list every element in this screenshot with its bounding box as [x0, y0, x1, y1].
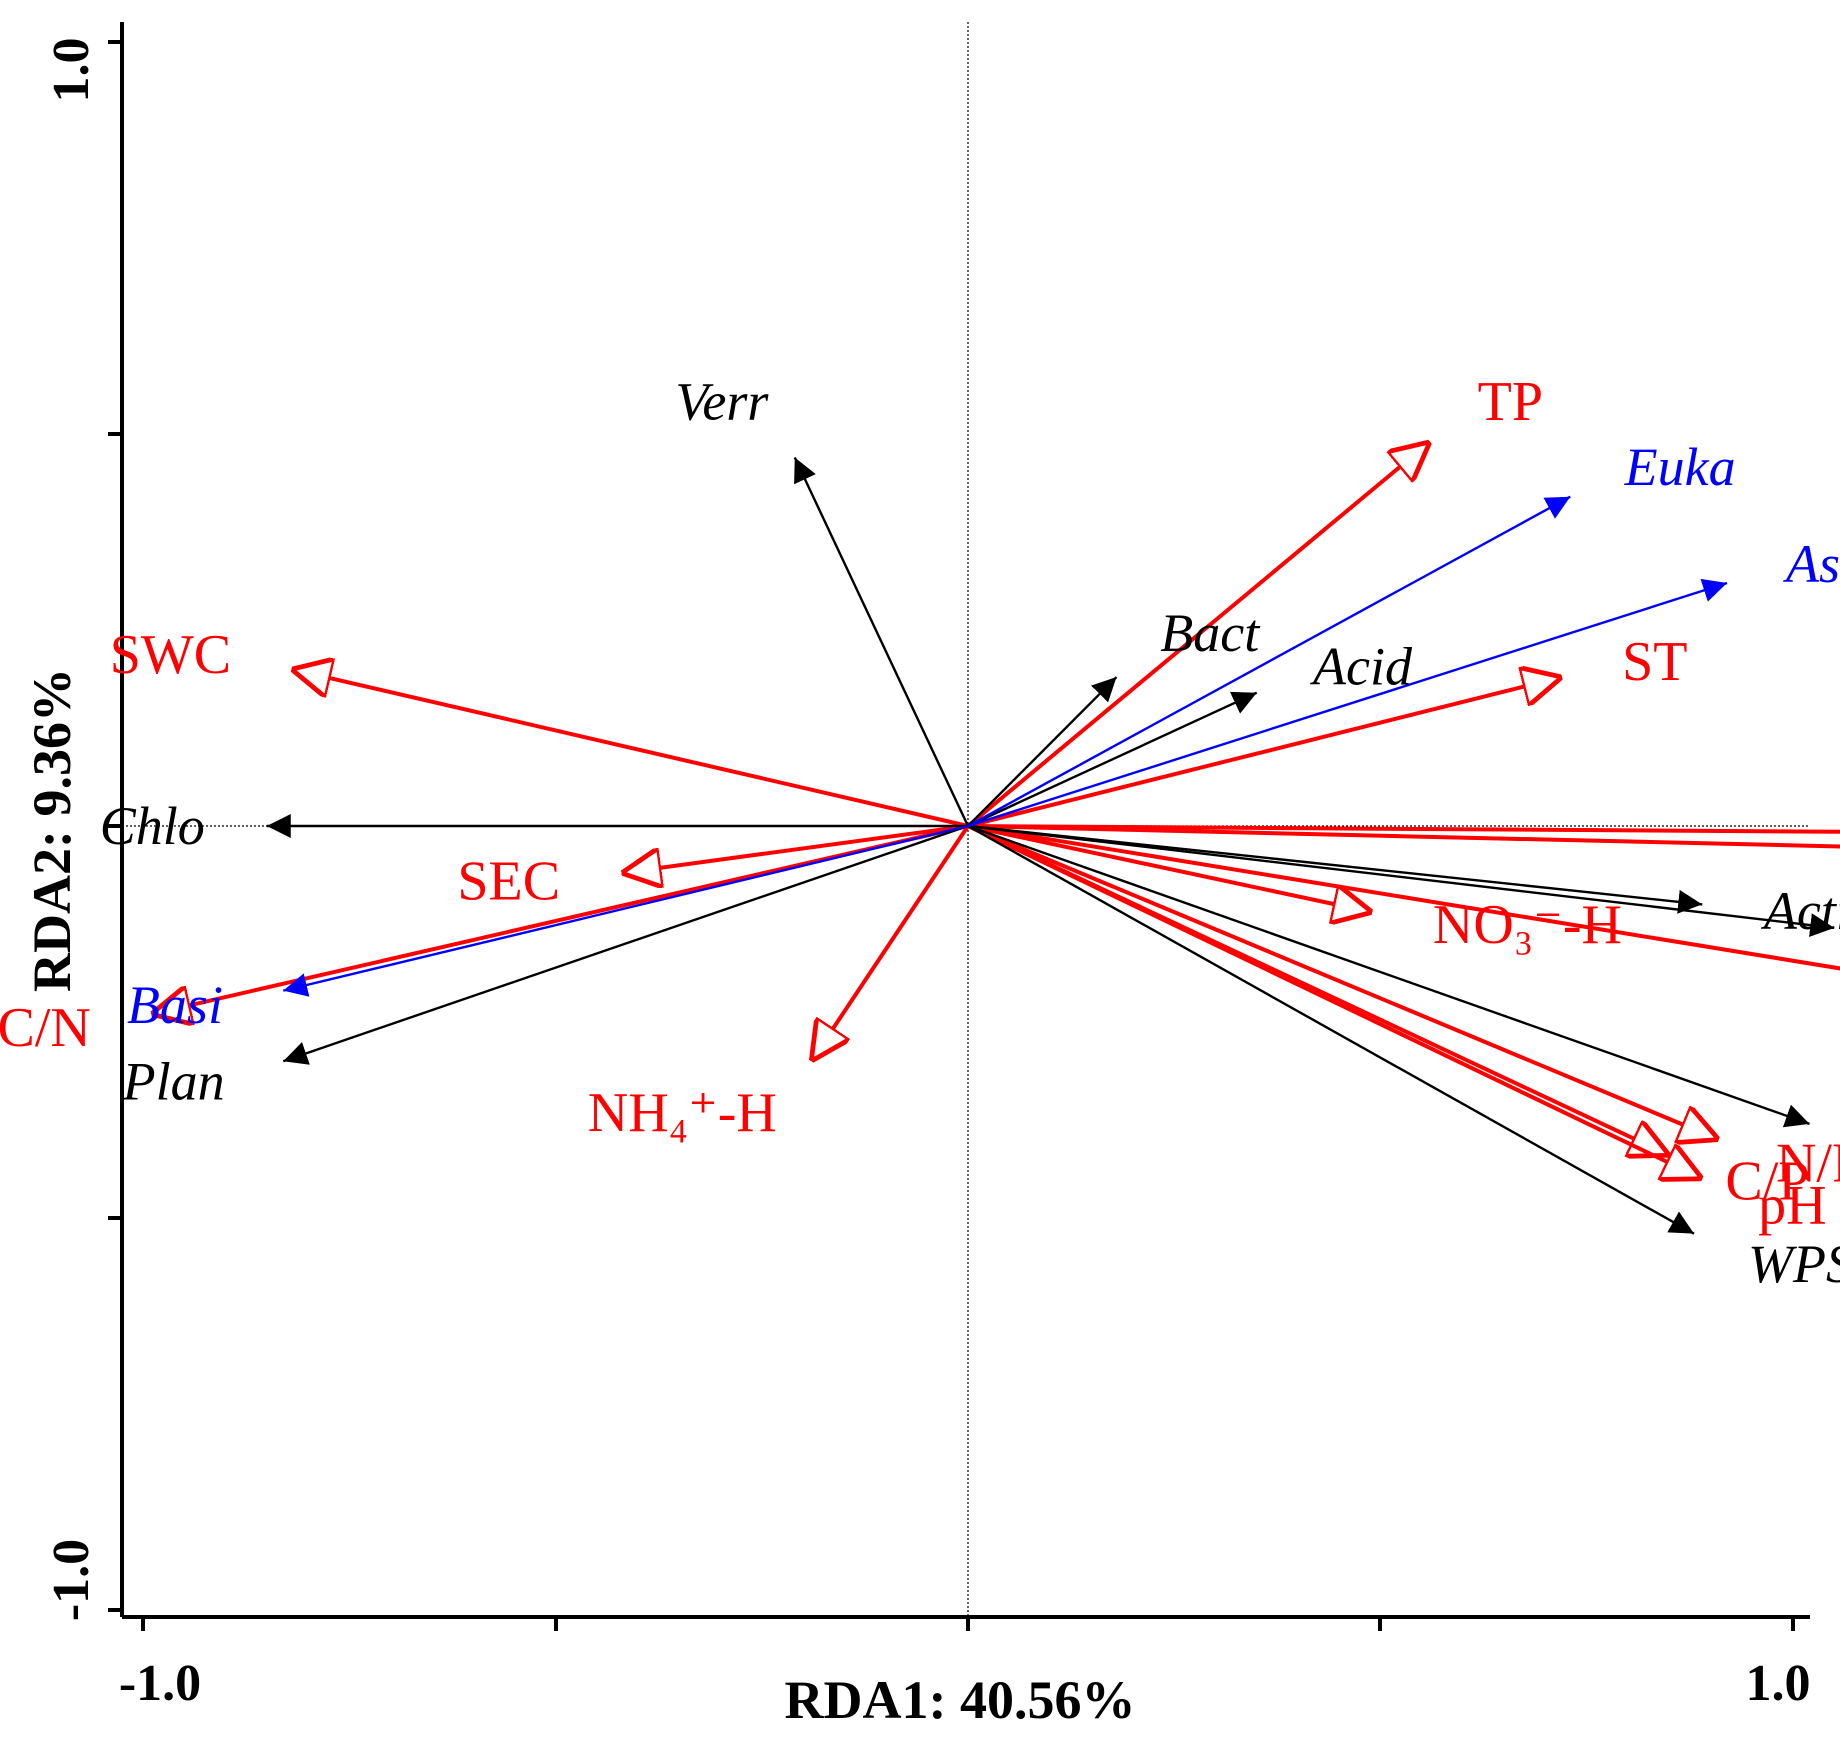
- vector-layer: [151, 442, 1840, 1235]
- taxon-label-verr: Verr: [675, 371, 769, 431]
- taxon-label-bact: Bact: [1160, 603, 1261, 663]
- env-label-nh-h: NH₄⁺-H: [588, 1082, 777, 1144]
- taxon-arrow-acti: [967, 824, 1703, 914]
- taxon-label-euka: Euka: [1624, 437, 1736, 497]
- env-label-no-h: NO₃⁻-H: [1433, 894, 1622, 956]
- label-layer: TPSWCSTTNTOCSECNO₃⁻-HAPC/NNH₄⁺-HN/PC/PpH…: [0, 371, 1840, 1294]
- env-label-tp: TP: [1478, 371, 1543, 433]
- env-label-n-p: N/P: [1776, 1132, 1840, 1194]
- env-label-ph: pH: [1758, 1175, 1826, 1237]
- taxon-arrow-euka: [967, 495, 1571, 828]
- taxon-label-plan: Plan: [122, 1051, 225, 1111]
- taxon-label-asco: Asco: [1783, 534, 1840, 594]
- taxon-label-acid: Acid: [1310, 637, 1413, 697]
- env-arrow-tn: [967, 824, 1840, 834]
- taxon-arrow-acid: [967, 691, 1258, 828]
- env-label-c-n: C/N: [0, 997, 91, 1059]
- env-label-c-p: C/P: [1725, 1151, 1809, 1213]
- x-axis-title: RDA1: 40.56%: [785, 1670, 1136, 1730]
- y-tick-label-min: -1.0: [43, 1539, 100, 1621]
- env-label-sec: SEC: [457, 850, 560, 912]
- taxon-arrow-prot: [967, 824, 1810, 1128]
- env-arrow-toc: [967, 824, 1840, 849]
- taxon-label-wps-2: WPS-2: [1748, 1234, 1840, 1294]
- taxon-label-basi: Basi: [127, 975, 223, 1035]
- taxon-label-acti: Acti: [1761, 881, 1840, 941]
- taxon-arrow-asco: [967, 578, 1728, 828]
- env-arrow-tp: [966, 442, 1430, 828]
- y-tick-label-max: 1.0: [43, 38, 100, 103]
- env-arrow-swc: [292, 669, 969, 828]
- env-arrow-n-p: [967, 824, 1719, 1140]
- env-arrow-nh-h: [811, 824, 970, 1061]
- env-arrow-st: [967, 677, 1562, 828]
- env-arrow-ph: [967, 824, 1702, 1179]
- taxon-arrow-wps-2: [967, 824, 1695, 1235]
- env-label-st: ST: [1622, 631, 1687, 693]
- env-arrow-sec: [622, 824, 969, 873]
- taxon-arrow-bact: [967, 676, 1118, 827]
- taxon-label-chlo: Chlo: [100, 796, 205, 856]
- taxon-arrow-plan: [282, 824, 969, 1065]
- y-axis-title: RDA2: 9.36%: [22, 668, 82, 992]
- env-arrow-no-h: [967, 824, 1372, 912]
- taxon-arrow-basi: [282, 824, 969, 997]
- x-tick-label-min: -1.0: [119, 1655, 201, 1712]
- x-tick-label-max: 1.0: [1746, 1655, 1811, 1712]
- env-label-swc: SWC: [110, 624, 231, 686]
- env-arrow-ap: [967, 824, 1840, 971]
- taxon-arrow-verr: [793, 457, 970, 827]
